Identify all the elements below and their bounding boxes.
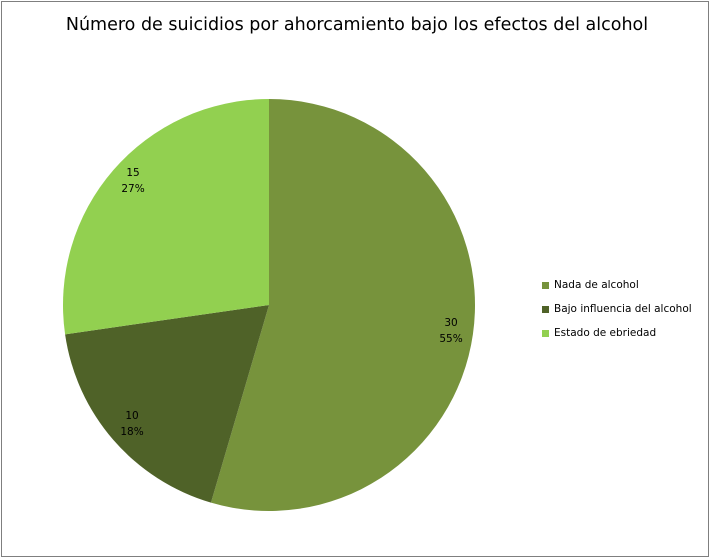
legend-label-bajo-influencia: Bajo influencia del alcohol <box>554 303 692 315</box>
legend-label-estado-de-ebriedad: Estado de ebriedad <box>554 327 657 339</box>
legend-swatch-estado-de-ebriedad <box>542 329 549 337</box>
legend-label-nada-de-alcohol: Nada de alcohol <box>554 279 639 291</box>
data-label-value-bajo-influencia: 10 <box>125 410 138 422</box>
data-label-percent-bajo-influencia: 18% <box>120 426 143 438</box>
data-label-percent-estado-de-ebriedad: 27% <box>121 183 144 195</box>
chart-title: Número de suicidios por ahorcamiento baj… <box>65 15 649 35</box>
pie-slice-bajo-influencia <box>65 305 269 503</box>
chart-legend: Nada de alcohol Bajo influencia del alcoh… <box>542 273 692 345</box>
data-label-percent-nada-de-alcohol: 55% <box>439 333 462 345</box>
legend-item-bajo-influencia: Bajo influencia del alcohol <box>542 297 692 321</box>
legend-swatch-nada-de-alcohol <box>542 281 549 289</box>
data-label-value-nada-de-alcohol: 30 <box>444 317 457 329</box>
data-label-value-estado-de-ebriedad: 15 <box>126 167 139 179</box>
legend-swatch-bajo-influencia <box>542 305 549 313</box>
pie-slice-estado-de-ebriedad <box>62 99 269 335</box>
legend-item-estado-de-ebriedad: Estado de ebriedad <box>542 321 692 345</box>
pie-slice-nada-de-alcohol <box>210 98 476 512</box>
legend-item-nada-de-alcohol: Nada de alcohol <box>542 273 692 297</box>
